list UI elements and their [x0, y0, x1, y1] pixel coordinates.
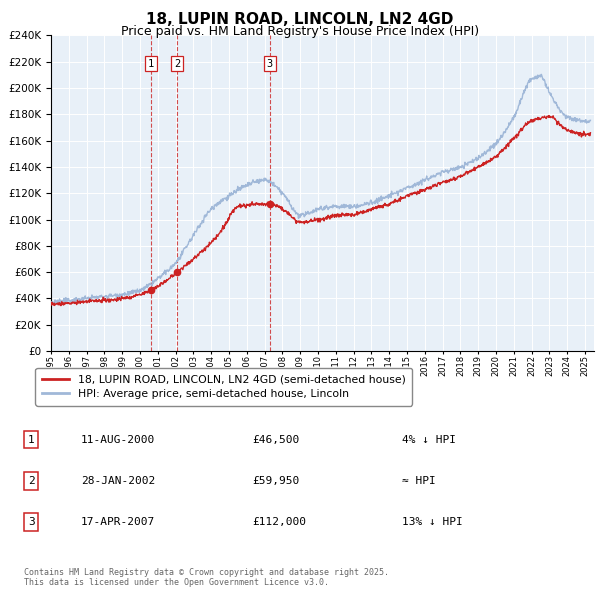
Text: 1: 1: [28, 435, 35, 444]
Text: 2: 2: [174, 59, 180, 69]
Text: ≈ HPI: ≈ HPI: [402, 476, 436, 486]
Text: 3: 3: [266, 59, 273, 69]
Text: 11-AUG-2000: 11-AUG-2000: [81, 435, 155, 444]
Text: £112,000: £112,000: [252, 517, 306, 527]
Text: 17-APR-2007: 17-APR-2007: [81, 517, 155, 527]
Text: 13% ↓ HPI: 13% ↓ HPI: [402, 517, 463, 527]
Text: 4% ↓ HPI: 4% ↓ HPI: [402, 435, 456, 444]
Text: 1: 1: [148, 59, 154, 69]
Text: 3: 3: [28, 517, 35, 527]
Text: 28-JAN-2002: 28-JAN-2002: [81, 476, 155, 486]
Text: £59,950: £59,950: [252, 476, 299, 486]
Text: Price paid vs. HM Land Registry's House Price Index (HPI): Price paid vs. HM Land Registry's House …: [121, 25, 479, 38]
Text: 18, LUPIN ROAD, LINCOLN, LN2 4GD: 18, LUPIN ROAD, LINCOLN, LN2 4GD: [146, 12, 454, 27]
Text: £46,500: £46,500: [252, 435, 299, 444]
Legend: 18, LUPIN ROAD, LINCOLN, LN2 4GD (semi-detached house), HPI: Average price, semi: 18, LUPIN ROAD, LINCOLN, LN2 4GD (semi-d…: [35, 368, 412, 405]
Text: Contains HM Land Registry data © Crown copyright and database right 2025.
This d: Contains HM Land Registry data © Crown c…: [24, 568, 389, 587]
Text: 2: 2: [28, 476, 35, 486]
